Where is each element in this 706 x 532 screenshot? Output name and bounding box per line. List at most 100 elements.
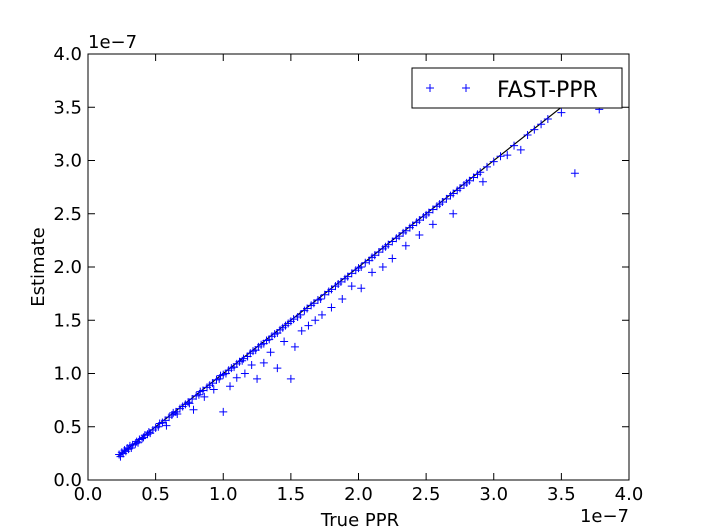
data-point — [530, 125, 539, 134]
data-point — [469, 173, 478, 182]
data-point — [226, 382, 235, 391]
data-point — [438, 198, 447, 207]
data-point — [415, 216, 424, 225]
data-point — [343, 272, 352, 281]
data-point — [185, 399, 194, 408]
data-point — [357, 263, 366, 271]
y-tick-label: 4.0 — [53, 44, 82, 65]
data-point — [200, 392, 209, 401]
data-point — [496, 152, 505, 161]
data-point — [465, 176, 474, 185]
data-point — [247, 360, 256, 369]
data-point — [378, 263, 387, 271]
data-point — [523, 130, 532, 139]
data-point — [320, 290, 329, 299]
y-tick-label: 1.5 — [53, 310, 82, 331]
data-point — [144, 428, 153, 437]
axis-ticks: 0.0 0.5 1.0 1.5 2.0 2.5 3.0 3.5 4.0 0.0 0.5 1.0 1.5 2… — [53, 44, 643, 505]
y-tick-label: 2.5 — [53, 204, 82, 225]
data-point — [198, 386, 207, 395]
data-point — [347, 269, 356, 278]
data-point — [309, 299, 318, 308]
data-point — [338, 294, 347, 303]
data-point — [167, 411, 176, 420]
data-point — [347, 282, 356, 291]
data-point — [239, 354, 248, 363]
y-tick-label: 2.0 — [53, 257, 82, 278]
data-point — [370, 251, 379, 260]
data-point — [139, 433, 148, 442]
data-point — [455, 184, 464, 193]
data-point — [297, 326, 306, 335]
legend: FAST-PPR — [411, 67, 623, 109]
data-point — [327, 303, 336, 312]
data-point — [162, 421, 171, 430]
data-point — [327, 285, 336, 294]
data-point — [259, 358, 268, 367]
data-point — [388, 254, 397, 263]
legend-markers — [426, 84, 470, 92]
y-tick-label: 0.0 — [53, 470, 82, 491]
data-point — [266, 348, 275, 357]
y-offset-label: 1e−7 — [88, 32, 137, 53]
data-point — [304, 321, 313, 330]
x-tick-label: 1.5 — [277, 484, 306, 505]
data-point — [317, 310, 326, 319]
data-point — [408, 221, 417, 230]
data-point — [154, 422, 163, 431]
x-offset-label: 1e−7 — [580, 506, 629, 527]
y-tick-label: 0.5 — [53, 417, 82, 438]
data-point — [336, 277, 345, 286]
legend-marker — [462, 84, 470, 92]
data-point — [311, 316, 320, 325]
data-point — [503, 151, 512, 160]
data-point — [232, 373, 241, 382]
data-point — [401, 226, 410, 235]
data-point — [428, 220, 437, 229]
data-point — [289, 315, 298, 324]
data-point — [368, 268, 377, 277]
legend-marker — [426, 84, 434, 92]
data-point — [215, 374, 224, 383]
data-point — [238, 356, 247, 365]
data-point — [208, 379, 217, 388]
data-point — [184, 398, 193, 407]
data-point — [303, 304, 312, 313]
plot-marks — [115, 101, 604, 461]
data-point — [253, 374, 262, 383]
data-point — [361, 258, 370, 267]
data-point — [273, 364, 282, 373]
data-point — [384, 240, 393, 249]
y-tick-label: 1.0 — [53, 364, 82, 385]
data-point — [296, 310, 305, 319]
y-tick-label: 3.0 — [53, 151, 82, 172]
data-point — [449, 209, 458, 218]
x-tick-label: 3.5 — [547, 484, 576, 505]
data-point — [194, 390, 203, 399]
y-axis-label: Estimate — [28, 227, 49, 307]
data-point — [489, 157, 498, 166]
data-point — [478, 177, 487, 186]
data-point — [476, 168, 485, 177]
data-point — [449, 189, 458, 198]
x-tick-label: 4.0 — [615, 484, 644, 505]
x-tick-label: 2.5 — [412, 484, 441, 505]
data-point — [290, 342, 299, 351]
legend-entry-label: FAST-PPR — [497, 78, 598, 103]
x-axis-label: True PPR — [320, 510, 399, 531]
x-tick-label: 1.0 — [209, 484, 238, 505]
data-point — [316, 294, 325, 303]
data-point — [173, 409, 182, 418]
data-point — [482, 162, 491, 171]
data-point — [188, 395, 197, 404]
data-point — [537, 120, 546, 129]
data-point — [171, 407, 180, 416]
data-point — [543, 114, 552, 123]
data-point — [219, 407, 228, 416]
x-tick-label: 0.0 — [74, 484, 103, 505]
data-point — [161, 416, 170, 425]
data-point — [516, 145, 525, 154]
data-point — [357, 284, 366, 293]
data-point — [134, 438, 143, 447]
data-point — [127, 444, 136, 453]
